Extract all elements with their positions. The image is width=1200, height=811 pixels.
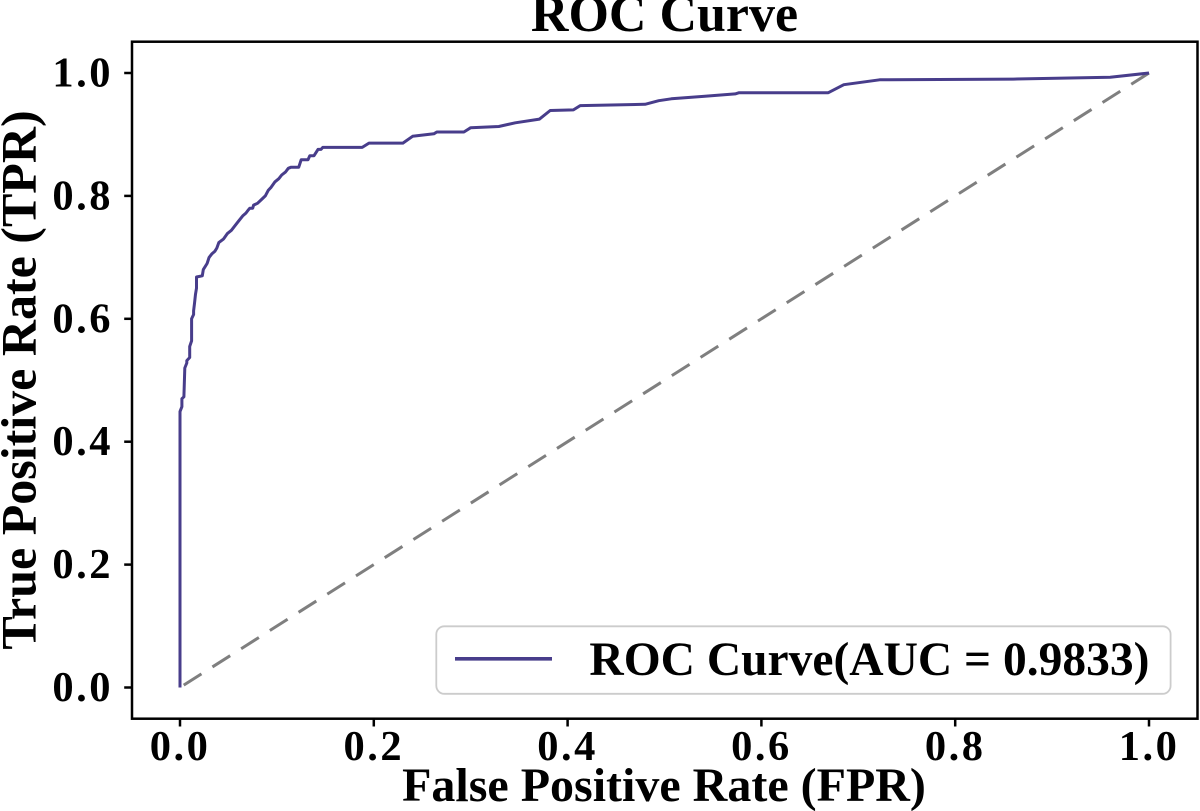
- svg-text:0.4: 0.4: [537, 723, 598, 770]
- svg-text:0.0: 0.0: [52, 664, 113, 711]
- svg-text:0.8: 0.8: [925, 723, 986, 770]
- svg-text:0.6: 0.6: [52, 295, 113, 342]
- svg-text:ROC Curve(AUC = 0.9833): ROC Curve(AUC = 0.9833): [589, 634, 1149, 686]
- svg-text:0.6: 0.6: [731, 723, 792, 770]
- svg-text:0.2: 0.2: [52, 541, 113, 588]
- svg-text:ROC Curve: ROC Curve: [531, 0, 798, 43]
- svg-text:True Positive Rate (TPR): True Positive Rate (TPR): [0, 110, 47, 649]
- svg-text:False Positive Rate (FPR): False Positive Rate (FPR): [402, 759, 926, 811]
- svg-text:0.2: 0.2: [343, 723, 404, 770]
- svg-text:0.4: 0.4: [52, 418, 113, 465]
- svg-text:1.0: 1.0: [1119, 723, 1180, 770]
- svg-text:1.0: 1.0: [52, 50, 113, 97]
- svg-text:0.8: 0.8: [52, 172, 113, 219]
- svg-text:0.0: 0.0: [150, 723, 211, 770]
